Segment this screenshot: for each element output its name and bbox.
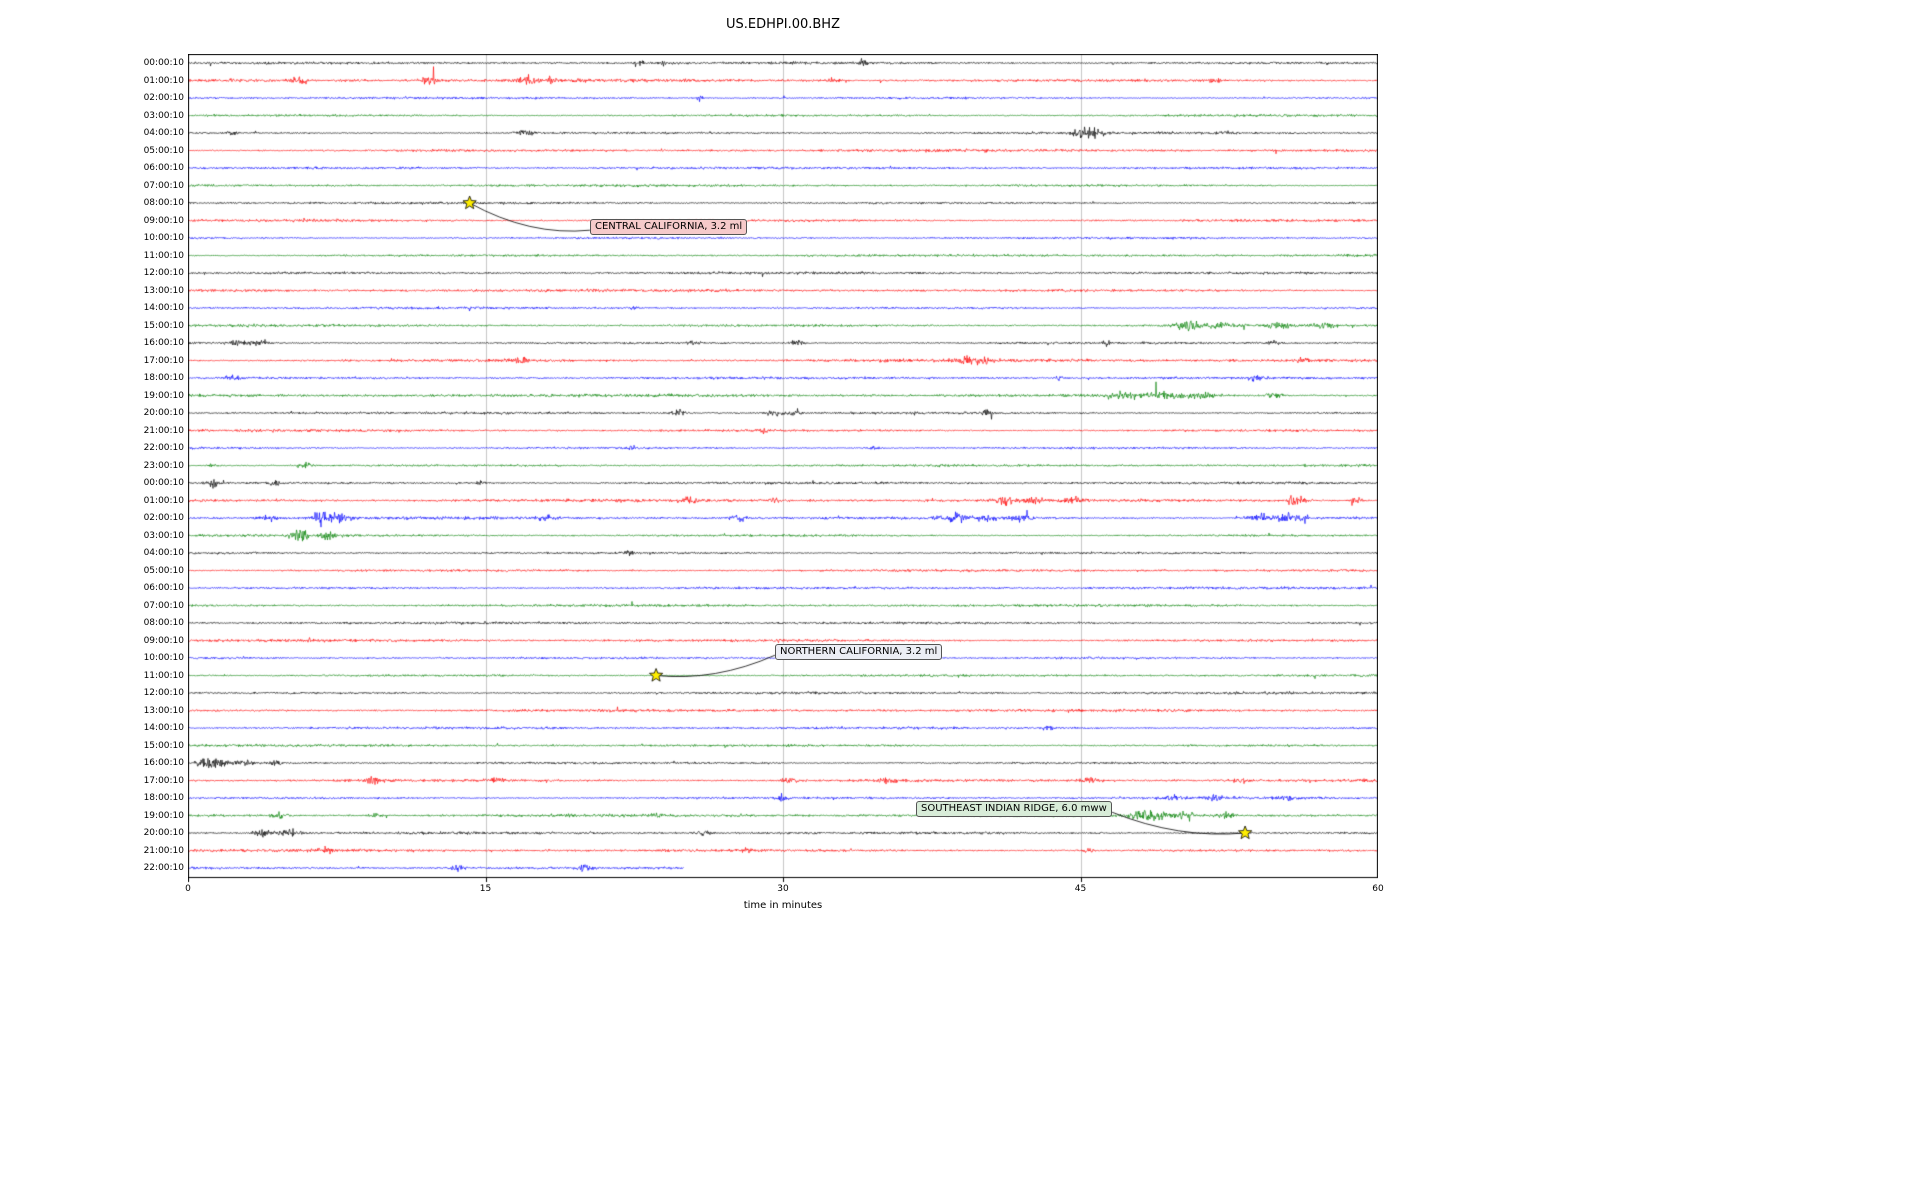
event-label-central-california: CENTRAL CALIFORNIA, 3.2 ml xyxy=(590,219,748,235)
y-axis-label: 04:00:10 xyxy=(143,548,184,558)
y-axis-label: 10:00:10 xyxy=(143,233,184,243)
y-axis-label: 01:00:10 xyxy=(143,75,184,86)
y-axis-label: 20:00:10 xyxy=(143,408,184,418)
y-axis-label: 03:00:10 xyxy=(143,110,184,121)
x-axis-tick-label: 30 xyxy=(777,884,789,894)
y-axis-label: 21:00:10 xyxy=(143,845,184,856)
y-axis-label: 19:00:10 xyxy=(143,810,184,821)
y-axis-label: 09:00:10 xyxy=(143,215,184,226)
x-axis-tick-label: 60 xyxy=(1372,884,1384,894)
y-axis-label: 15:00:10 xyxy=(143,740,184,751)
y-axis-label: 14:00:10 xyxy=(143,723,184,733)
y-axis-label: 00:00:10 xyxy=(143,58,184,68)
y-axis-label: 17:00:10 xyxy=(143,355,184,366)
y-axis-label: 19:00:10 xyxy=(143,390,184,401)
y-axis-label: 14:00:10 xyxy=(143,303,184,313)
y-axis-label: 01:00:10 xyxy=(143,495,184,506)
y-axis-label: 08:00:10 xyxy=(143,618,184,628)
y-axis-label: 23:00:10 xyxy=(143,460,184,471)
y-axis-label: 21:00:10 xyxy=(143,425,184,436)
y-axis-label: 18:00:10 xyxy=(143,793,184,803)
y-axis-label: 13:00:10 xyxy=(143,285,184,296)
y-axis-label: 18:00:10 xyxy=(143,373,184,383)
y-axis-label: 20:00:10 xyxy=(143,828,184,838)
y-axis-label: 22:00:10 xyxy=(143,863,184,873)
x-axis-tick-label: 0 xyxy=(185,884,191,894)
y-axis-label: 00:00:10 xyxy=(143,478,184,488)
y-axis-label: 15:00:10 xyxy=(143,320,184,331)
y-axis-label: 11:00:10 xyxy=(143,670,184,681)
y-axis-label: 22:00:10 xyxy=(143,443,184,453)
y-axis-label: 07:00:10 xyxy=(143,600,184,611)
y-axis-label: 16:00:10 xyxy=(143,758,184,768)
y-axis-label: 12:00:10 xyxy=(143,268,184,278)
y-axis-label: 07:00:10 xyxy=(143,180,184,191)
chart-title: US.EDHPI.00.BHZ xyxy=(726,17,840,32)
y-axis-label: 03:00:10 xyxy=(143,530,184,541)
event-label-northern-california: NORTHERN CALIFORNIA, 3.2 ml xyxy=(775,644,943,660)
x-axis-tick-label: 15 xyxy=(479,884,492,894)
y-axis-label: 11:00:10 xyxy=(143,250,184,261)
y-axis-label: 04:00:10 xyxy=(143,128,184,138)
y-axis-label: 08:00:10 xyxy=(143,198,184,208)
y-axis-label: 13:00:10 xyxy=(143,705,184,716)
y-axis-label: 02:00:10 xyxy=(143,513,184,523)
y-axis-label: 06:00:10 xyxy=(143,583,184,593)
seismogram-canvas xyxy=(188,54,1378,884)
y-axis-label: 05:00:10 xyxy=(143,565,184,576)
y-axis-label: 05:00:10 xyxy=(143,145,184,156)
y-axis-label: 17:00:10 xyxy=(143,775,184,786)
y-axis-label: 10:00:10 xyxy=(143,653,184,663)
x-axis-tick-label: 45 xyxy=(1074,884,1087,894)
y-axis-label: 09:00:10 xyxy=(143,635,184,646)
y-axis-label: 02:00:10 xyxy=(143,93,184,103)
x-axis-title: time in minutes xyxy=(743,900,823,911)
y-axis-label: 12:00:10 xyxy=(143,688,184,698)
event-label-southeast-indian-ridge: SOUTHEAST INDIAN RIDGE, 6.0 mww xyxy=(916,801,1112,817)
y-axis-label: 06:00:10 xyxy=(143,163,184,173)
y-axis-label: 16:00:10 xyxy=(143,338,184,348)
